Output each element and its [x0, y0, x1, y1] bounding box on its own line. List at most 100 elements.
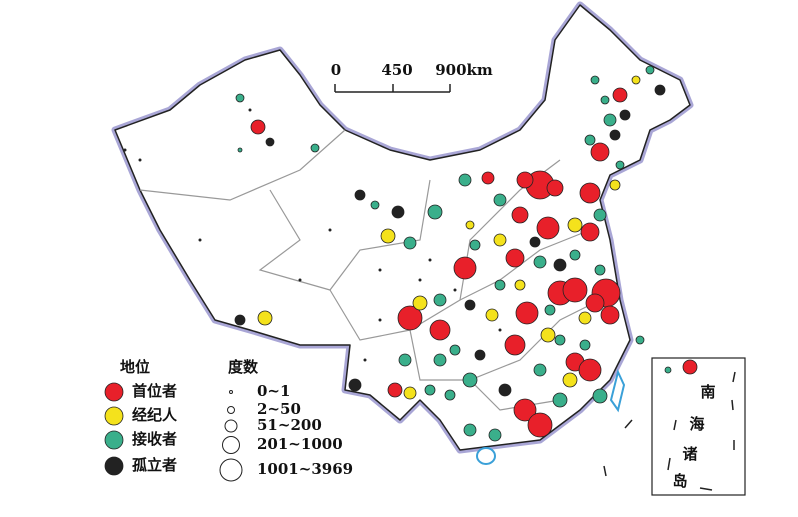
node — [529, 236, 541, 248]
legend-title: 地位 — [120, 358, 150, 376]
node — [554, 334, 566, 346]
node — [654, 84, 666, 96]
node-tiny — [498, 328, 502, 332]
node — [533, 363, 547, 377]
node — [631, 75, 641, 85]
node — [600, 305, 620, 325]
legend-marker — [104, 406, 124, 426]
node — [433, 293, 447, 307]
node — [546, 179, 564, 197]
inset-text: 岛 — [672, 472, 687, 490]
node — [387, 382, 403, 398]
node — [462, 372, 478, 388]
legend-marker — [104, 430, 124, 450]
node — [584, 134, 596, 146]
node — [513, 398, 537, 422]
node — [585, 293, 605, 313]
legend-label: 2~50 — [257, 400, 301, 418]
node — [397, 305, 423, 331]
legend-label: 51~200 — [257, 416, 322, 434]
node — [412, 295, 428, 311]
node — [515, 301, 539, 325]
node — [553, 258, 567, 272]
inset-text: 南 — [700, 383, 715, 401]
legend-label: 201~1000 — [257, 435, 343, 453]
node — [493, 233, 507, 247]
node — [578, 311, 592, 325]
scale-label: 450 — [381, 61, 412, 79]
node — [505, 248, 525, 268]
node — [645, 65, 655, 75]
node — [444, 389, 456, 401]
node — [257, 310, 273, 326]
node-tiny — [248, 108, 252, 112]
node — [562, 372, 578, 388]
node — [562, 277, 588, 303]
legend-marker — [104, 456, 124, 476]
node — [540, 327, 556, 343]
node — [488, 428, 502, 442]
legend-marker — [104, 382, 124, 402]
node — [235, 93, 245, 103]
node-tiny — [418, 278, 422, 282]
legend-label: 0~1 — [257, 382, 290, 400]
node — [504, 334, 526, 356]
hainan — [476, 447, 496, 465]
scale-bar — [334, 84, 451, 93]
node — [391, 205, 405, 219]
node — [234, 314, 246, 326]
node — [424, 384, 436, 396]
node — [580, 222, 600, 242]
node — [635, 335, 645, 345]
node — [567, 217, 583, 233]
node — [594, 264, 606, 276]
node — [514, 279, 526, 291]
node-tiny — [298, 278, 302, 282]
inset-node — [682, 359, 698, 375]
node — [590, 75, 600, 85]
node — [615, 160, 625, 170]
node — [474, 349, 486, 361]
node — [536, 216, 560, 240]
node — [429, 319, 451, 341]
legend-size — [227, 406, 235, 414]
legend-label: 经纪人 — [132, 406, 178, 424]
province-borders — [139, 129, 601, 411]
node — [403, 236, 417, 250]
node-tiny — [363, 358, 367, 362]
scale-label: 900km — [435, 61, 493, 79]
node — [265, 137, 275, 147]
node — [449, 344, 461, 356]
node — [493, 193, 507, 207]
legend-label: 1001~3969 — [257, 460, 353, 478]
node — [578, 358, 602, 382]
node — [250, 119, 266, 135]
node — [579, 182, 601, 204]
node — [370, 200, 380, 210]
node — [458, 173, 472, 187]
node-tiny — [378, 268, 382, 272]
node — [603, 113, 617, 127]
node — [354, 189, 366, 201]
node-tiny — [198, 238, 202, 242]
node — [398, 353, 412, 367]
node — [533, 255, 547, 269]
node — [600, 95, 610, 105]
node — [494, 279, 506, 291]
inset-text: 诸 — [682, 445, 697, 463]
node-tiny — [428, 258, 432, 262]
node — [380, 228, 396, 244]
node — [527, 412, 553, 438]
node — [485, 308, 499, 322]
node — [348, 378, 362, 392]
inset-dashes — [603, 371, 736, 491]
legend-label: 孤立者 — [132, 456, 177, 474]
inset-node — [664, 366, 672, 374]
node — [465, 220, 475, 230]
node — [310, 143, 320, 153]
node — [463, 423, 477, 437]
taiwan — [609, 369, 626, 413]
node-tiny — [453, 288, 457, 292]
